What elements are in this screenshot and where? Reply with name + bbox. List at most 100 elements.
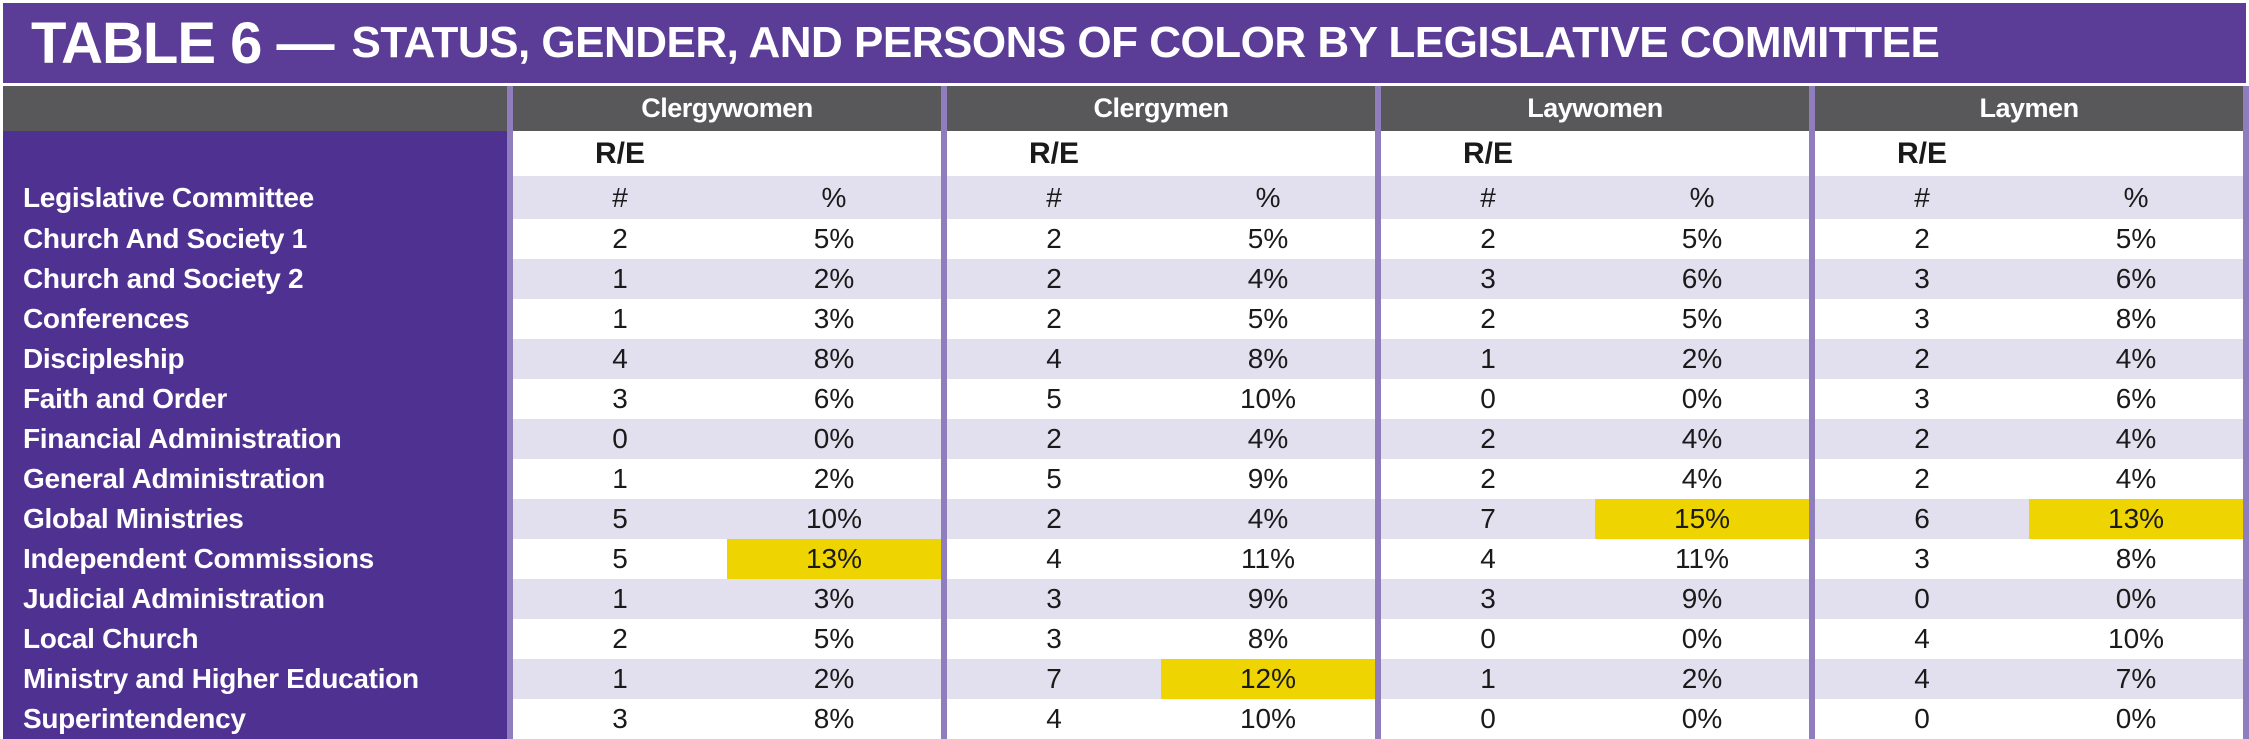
count-cell: 4 <box>1809 619 2030 659</box>
percent-cell: 0% <box>2029 699 2249 739</box>
percent-cell: 5% <box>1161 299 1379 339</box>
committee-label: Independent Commissions <box>3 539 510 579</box>
percent-cell: 2% <box>1595 339 1813 379</box>
percent-subheader: % <box>1161 176 1379 219</box>
count-cell: 3 <box>1809 379 2030 419</box>
percent-cell: 9% <box>1595 579 1813 619</box>
count-cell: 7 <box>941 659 1162 699</box>
percent-cell: 8% <box>727 699 945 739</box>
percent-cell: 5% <box>727 219 945 259</box>
percent-cell: 4% <box>2029 459 2249 499</box>
re-blank-cell <box>1595 131 1813 176</box>
percent-cell: 7% <box>2029 659 2249 699</box>
count-cell: 3 <box>1809 299 2030 339</box>
count-cell: 0 <box>1375 619 1596 659</box>
percent-cell: 4% <box>1595 459 1813 499</box>
count-cell: 1 <box>507 579 727 619</box>
column-group-header-row: Clergywomen Clergymen Laywomen Laymen <box>3 86 2249 131</box>
percent-cell: 0% <box>1595 619 1813 659</box>
count-cell: 3 <box>941 579 1162 619</box>
table-number: TABLE 6 — <box>31 10 334 76</box>
table-row: Superintendency 3 8% 4 10% 0 0% 0 0% <box>3 699 2249 739</box>
percent-cell: 8% <box>1161 339 1379 379</box>
percent-cell: 5% <box>2029 219 2249 259</box>
committee-label: Church And Society 1 <box>3 219 510 259</box>
percent-cell: 8% <box>727 339 945 379</box>
percent-cell: 0% <box>727 419 945 459</box>
count-cell: 3 <box>1375 579 1596 619</box>
table-subtitle: STATUS, GENDER, AND PERSONS OF COLOR BY … <box>351 18 1940 67</box>
count-cell: 5 <box>941 379 1162 419</box>
percent-cell: 0% <box>1595 379 1813 419</box>
re-blank-cell <box>727 131 945 176</box>
count-cell: 4 <box>941 699 1162 739</box>
re-blank-cell <box>1161 131 1379 176</box>
table-title-bar: TABLE 6 — STATUS, GENDER, AND PERSONS OF… <box>3 3 2246 83</box>
count-cell: 1 <box>507 259 727 299</box>
percent-cell: 6% <box>2029 259 2249 299</box>
count-cell: 4 <box>1375 539 1596 579</box>
count-cell: 5 <box>507 499 727 539</box>
row-label-spacer <box>3 131 510 176</box>
committee-label: Financial Administration <box>3 419 510 459</box>
percent-cell: 5% <box>727 619 945 659</box>
count-cell: 3 <box>507 699 727 739</box>
count-cell: 0 <box>1809 579 2030 619</box>
count-subheader: # <box>1809 176 2030 219</box>
count-cell: 2 <box>941 299 1162 339</box>
count-subheader: # <box>1375 176 1596 219</box>
percent-cell: 8% <box>2029 539 2249 579</box>
percent-subheader: % <box>1595 176 1813 219</box>
percent-cell: 4% <box>2029 339 2249 379</box>
count-cell: 2 <box>1809 219 2030 259</box>
percent-cell: 2% <box>1595 659 1813 699</box>
committee-table: Clergywomen Clergymen Laywomen Laymen R/… <box>3 86 2249 739</box>
percent-cell: 5% <box>1161 219 1379 259</box>
percent-cell: 6% <box>727 379 945 419</box>
percent-cell: 10% <box>1161 379 1379 419</box>
count-cell: 4 <box>941 539 1162 579</box>
table-row: Independent Commissions 5 13% 4 11% 4 11% 3 8% <box>3 539 2249 579</box>
table-row: Conferences 1 3% 2 5% 2 5% 3 8% <box>3 299 2249 339</box>
percent-cell: 9% <box>1161 579 1379 619</box>
corner-cell <box>3 86 510 131</box>
count-cell: 2 <box>941 259 1162 299</box>
percent-cell: 6% <box>2029 379 2249 419</box>
count-cell: 4 <box>941 339 1162 379</box>
count-cell: 2 <box>1375 219 1596 259</box>
group-header-clergywomen: Clergywomen <box>506 86 945 131</box>
count-cell: 2 <box>1375 459 1596 499</box>
percent-cell: 8% <box>2029 299 2249 339</box>
percent-cell-highlighted: 13% <box>2029 499 2249 539</box>
count-cell: 2 <box>507 219 727 259</box>
committee-label: General Administration <box>3 459 510 499</box>
percent-cell: 10% <box>727 499 945 539</box>
count-cell: 4 <box>1809 659 2030 699</box>
percent-cell: 2% <box>727 459 945 499</box>
committee-label: Global Ministries <box>3 499 510 539</box>
percent-cell: 4% <box>1161 499 1379 539</box>
percent-cell: 3% <box>727 299 945 339</box>
count-cell: 2 <box>1375 299 1596 339</box>
count-cell: 2 <box>1809 339 2030 379</box>
count-cell: 3 <box>1809 259 2030 299</box>
committee-label: Church and Society 2 <box>3 259 510 299</box>
re-label: R/E <box>1375 131 1596 176</box>
percent-cell: 2% <box>727 259 945 299</box>
percent-cell: 3% <box>727 579 945 619</box>
subheader-row: Legislative Committee # % # % # % # % <box>3 176 2249 219</box>
percent-cell: 4% <box>1161 419 1379 459</box>
count-cell: 2 <box>941 219 1162 259</box>
count-cell: 2 <box>941 419 1162 459</box>
table-row: Financial Administration 0 0% 2 4% 2 4% 2 4% <box>3 419 2249 459</box>
percent-cell: 4% <box>1595 419 1813 459</box>
percent-cell: 11% <box>1161 539 1379 579</box>
count-cell: 0 <box>1809 699 2030 739</box>
committee-label: Judicial Administration <box>3 579 510 619</box>
re-label: R/E <box>941 131 1162 176</box>
count-cell: 3 <box>507 379 727 419</box>
percent-cell: 0% <box>1595 699 1813 739</box>
count-cell: 2 <box>507 619 727 659</box>
committee-label: Faith and Order <box>3 379 510 419</box>
